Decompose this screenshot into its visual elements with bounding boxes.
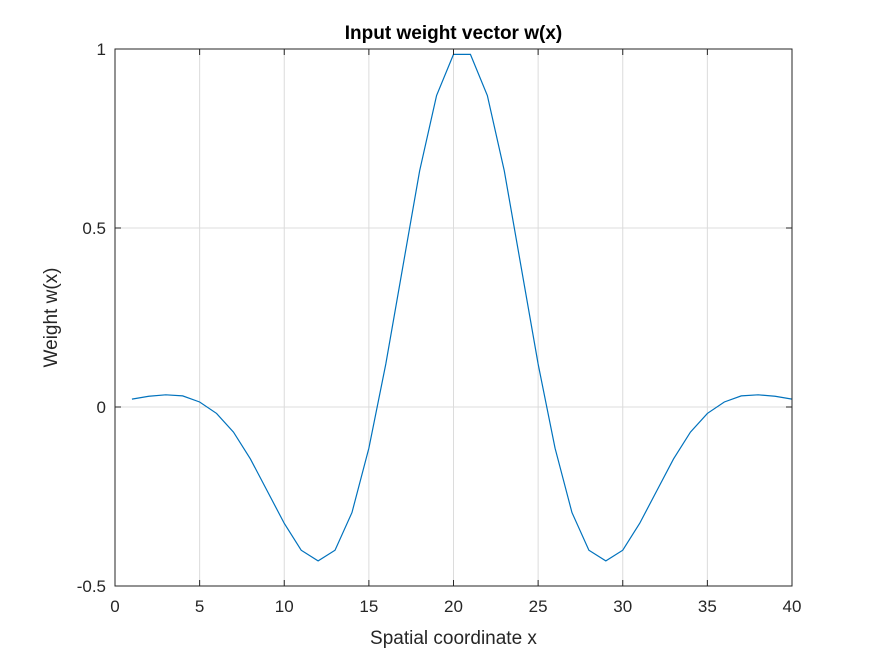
x-tick-label: 0 — [110, 597, 119, 616]
x-tick-label: 5 — [195, 597, 204, 616]
x-axis-label: Spatial coordinate x — [370, 628, 537, 649]
x-tick-label: 40 — [783, 597, 802, 616]
x-tick-label: 20 — [444, 597, 463, 616]
y-axis-label: Weight w(x) — [41, 268, 62, 368]
weight-series-line — [131, 53, 793, 562]
x-tick-label: 35 — [698, 597, 717, 616]
x-tick-label: 25 — [529, 597, 548, 616]
y-tick-label: 0 — [97, 398, 106, 417]
ticks: 0 5 10 15 20 25 30 35 40-0.500.51 — [77, 40, 802, 616]
series-layer — [131, 53, 793, 562]
x-tick-label: 30 — [613, 597, 632, 616]
x-tick-label: 10 — [275, 597, 294, 616]
y-tick-label: -0.5 — [77, 577, 106, 596]
y-tick-label: 0.5 — [82, 219, 106, 238]
chart-title: Input weight vector w(x) — [345, 23, 562, 44]
x-tick-label: 15 — [359, 597, 378, 616]
y-tick-label: 1 — [97, 40, 106, 59]
